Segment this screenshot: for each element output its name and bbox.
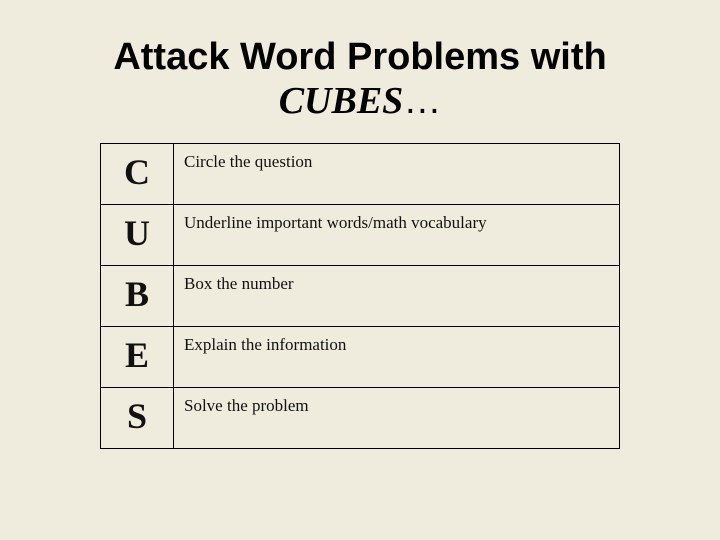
page-title: Attack Word Problems with CUBES… xyxy=(56,36,664,123)
desc-cell: Solve the problem xyxy=(174,388,620,449)
letter-cell: E xyxy=(101,327,174,388)
table-row: C Circle the question xyxy=(101,144,620,205)
letter-cell: S xyxy=(101,388,174,449)
title-line1: Attack Word Problems with xyxy=(113,36,606,78)
table-row: S Solve the problem xyxy=(101,388,620,449)
desc-cell: Explain the information xyxy=(174,327,620,388)
table-row: U Underline important words/math vocabul… xyxy=(101,205,620,266)
desc-cell: Underline important words/math vocabular… xyxy=(174,205,620,266)
title-line2: CUBES… xyxy=(56,80,664,124)
cubes-table: C Circle the question U Underline import… xyxy=(100,143,620,449)
desc-cell: Box the number xyxy=(174,266,620,327)
slide: Attack Word Problems with CUBES… C Circl… xyxy=(0,0,720,540)
letter-cell: B xyxy=(101,266,174,327)
desc-cell: Circle the question xyxy=(174,144,620,205)
title-cubes: CUBES xyxy=(279,80,404,122)
table-row: E Explain the information xyxy=(101,327,620,388)
letter-cell: U xyxy=(101,205,174,266)
letter-cell: C xyxy=(101,144,174,205)
title-dots: … xyxy=(403,80,441,122)
table-row: B Box the number xyxy=(101,266,620,327)
